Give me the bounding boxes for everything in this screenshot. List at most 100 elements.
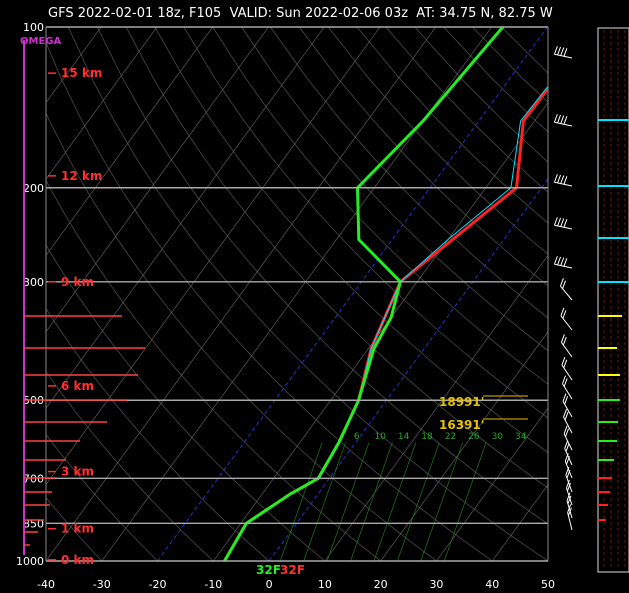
barb-flag	[560, 218, 565, 227]
dry-adiabat	[443, 27, 548, 133]
barb-flag	[557, 46, 562, 56]
wind-barb	[553, 174, 573, 187]
barb-flag	[560, 334, 565, 343]
freezing-isotherm	[268, 178, 548, 561]
wind-barb	[553, 46, 573, 59]
barb-flag	[561, 375, 566, 384]
wind-barb	[564, 440, 573, 466]
wind-barb	[563, 408, 573, 434]
x-tick-label: 10	[318, 578, 332, 591]
wind-barb	[565, 479, 573, 506]
barb-flag	[553, 174, 558, 183]
mixing-ratio-label: 18	[421, 432, 433, 442]
barb-flag	[560, 175, 565, 184]
y-tick-label: 300	[23, 276, 44, 289]
mixing-ratio-label: 10	[374, 432, 386, 442]
mixing-ratio-line	[420, 442, 464, 561]
barb-flag	[566, 456, 570, 465]
barb-flag	[565, 466, 570, 476]
barb-flag	[563, 219, 568, 228]
mixing-ratio-line	[443, 442, 487, 561]
isotherm	[324, 254, 548, 561]
barb-flag	[562, 393, 567, 402]
x-tick-label: -40	[37, 578, 55, 591]
isotherm	[46, 27, 158, 180]
barb-flag	[560, 47, 565, 56]
isotherm	[46, 27, 102, 104]
barb-flag	[566, 469, 571, 479]
height-label: 6 km	[61, 379, 94, 393]
dry-adiabat	[472, 27, 548, 103]
isotherm	[46, 27, 269, 333]
dry-adiabat	[46, 179, 381, 561]
wind-barb	[566, 492, 573, 519]
barb-flag	[567, 504, 572, 513]
barb-flag	[553, 114, 558, 123]
dry-adiabat	[96, 27, 548, 525]
dry-adiabat	[212, 27, 548, 385]
dry-adiabat	[183, 27, 548, 419]
barb-flag	[563, 258, 568, 267]
barb-staff	[554, 121, 573, 127]
wind-barb	[567, 504, 573, 531]
barb-flag	[566, 482, 571, 492]
profile-line	[224, 85, 548, 561]
dry-adiabat	[298, 27, 548, 287]
isotherm	[491, 484, 548, 561]
x-tick-label: -10	[204, 578, 222, 591]
barb-flag	[564, 440, 569, 449]
isotherm	[46, 27, 437, 561]
mixing-ratio-line	[279, 442, 323, 561]
plot-area	[46, 27, 548, 561]
wind-barb	[553, 256, 573, 269]
dry-adiabat	[241, 27, 548, 352]
freezing-label-dewpoint: 32F	[256, 563, 281, 577]
barb-staff	[554, 224, 573, 230]
height-label: 0 km	[61, 553, 94, 567]
dry-adiabat	[46, 496, 103, 561]
dry-adiabat	[154, 27, 548, 454]
mixing-ratio-line	[373, 442, 417, 561]
height-label: 3 km	[61, 465, 94, 479]
mixing-ratio-label: 22	[445, 432, 456, 442]
barb-flag	[562, 280, 566, 289]
wind-barb	[564, 453, 573, 479]
barb-staff	[554, 263, 573, 269]
mixing-ratio-label: 30	[492, 432, 504, 442]
freezing-label-temp: 32F	[280, 563, 305, 577]
omega-label: OMEGA	[20, 36, 61, 47]
wind-barb	[565, 466, 573, 493]
barb-flag	[560, 307, 565, 316]
barb-staff	[554, 181, 573, 187]
mixing-ratio-label: 6	[354, 432, 360, 442]
wind-barb	[562, 393, 573, 418]
barb-flag	[566, 492, 571, 501]
x-tick-label: 20	[374, 578, 388, 591]
barb-flag	[563, 116, 568, 125]
dry-adiabat	[327, 27, 548, 255]
height-label: 1 km	[61, 522, 94, 536]
dry-adiabat	[125, 27, 548, 489]
height-label: 15 km	[61, 66, 102, 80]
wind-barb	[553, 217, 573, 230]
barb-flag	[563, 48, 568, 57]
dry-adiabat	[385, 27, 548, 193]
isotherm	[547, 560, 548, 561]
x-tick-label: 0	[266, 578, 273, 591]
y-tick-label: 200	[23, 182, 44, 195]
y-tick-label: 100	[23, 21, 44, 34]
barb-flag	[563, 408, 568, 418]
mixing-ratio-line	[350, 442, 393, 561]
wind-barb	[561, 375, 573, 400]
barb-flag	[564, 396, 569, 405]
barb-flag	[563, 359, 568, 368]
isotherm	[46, 27, 213, 256]
dry-adiabat	[501, 27, 548, 74]
mixing-ratio-line	[303, 442, 346, 561]
isotherm	[380, 331, 548, 561]
y-tick-label: 1000	[16, 555, 44, 568]
barb-flag	[562, 336, 567, 346]
level-label: 16391'	[439, 418, 484, 432]
barb-flag	[565, 428, 569, 437]
